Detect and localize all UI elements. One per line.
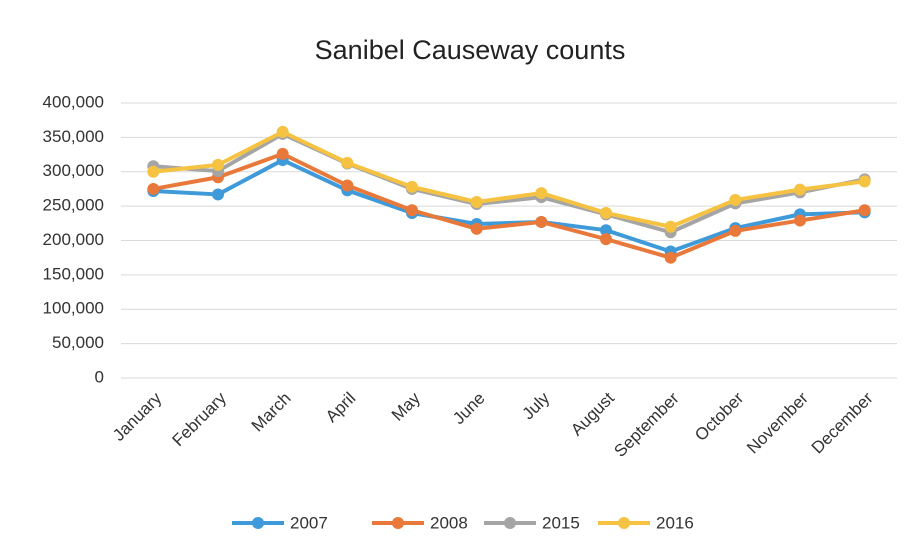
point xyxy=(147,182,160,195)
point xyxy=(341,156,354,169)
legend-label: 2007 xyxy=(290,513,328,532)
legend-marker xyxy=(392,517,404,529)
point xyxy=(858,175,871,188)
point xyxy=(729,224,742,237)
point xyxy=(212,158,224,171)
y-tick-label: 0 xyxy=(95,367,104,386)
point xyxy=(600,233,612,246)
point xyxy=(406,180,418,193)
y-tick-label: 250,000 xyxy=(43,196,104,215)
point xyxy=(470,196,483,208)
point xyxy=(535,187,548,200)
point xyxy=(341,179,354,192)
series-line xyxy=(152,151,865,260)
point xyxy=(535,215,548,228)
point xyxy=(794,183,806,196)
point xyxy=(406,204,418,217)
legend-label: 2016 xyxy=(656,513,694,532)
point xyxy=(276,125,289,138)
point xyxy=(600,224,612,237)
legend-marker xyxy=(504,517,516,529)
series-line xyxy=(153,131,866,235)
point xyxy=(470,222,483,235)
point xyxy=(212,188,224,201)
y-tick-label: 150,000 xyxy=(43,264,104,283)
point xyxy=(794,214,806,227)
legend-label: 2015 xyxy=(542,513,580,532)
y-tick-label: 350,000 xyxy=(43,127,104,146)
y-tick-label: 400,000 xyxy=(43,92,104,111)
point xyxy=(664,220,677,233)
chart-title: Sanibel Causeway counts xyxy=(315,35,626,65)
point xyxy=(858,204,871,217)
point xyxy=(729,193,742,206)
legend-label: 2008 xyxy=(430,513,468,532)
series-line xyxy=(153,129,865,229)
y-tick-label: 50,000 xyxy=(52,333,104,352)
y-tick-label: 300,000 xyxy=(43,161,104,180)
series-line xyxy=(153,158,865,254)
legend-marker xyxy=(252,517,264,529)
y-tick-label: 100,000 xyxy=(43,299,104,318)
point xyxy=(600,207,612,219)
point xyxy=(664,251,677,264)
y-tick-label: 200,000 xyxy=(43,230,104,249)
legend-marker xyxy=(618,517,630,529)
point xyxy=(147,165,160,178)
point xyxy=(276,147,289,160)
